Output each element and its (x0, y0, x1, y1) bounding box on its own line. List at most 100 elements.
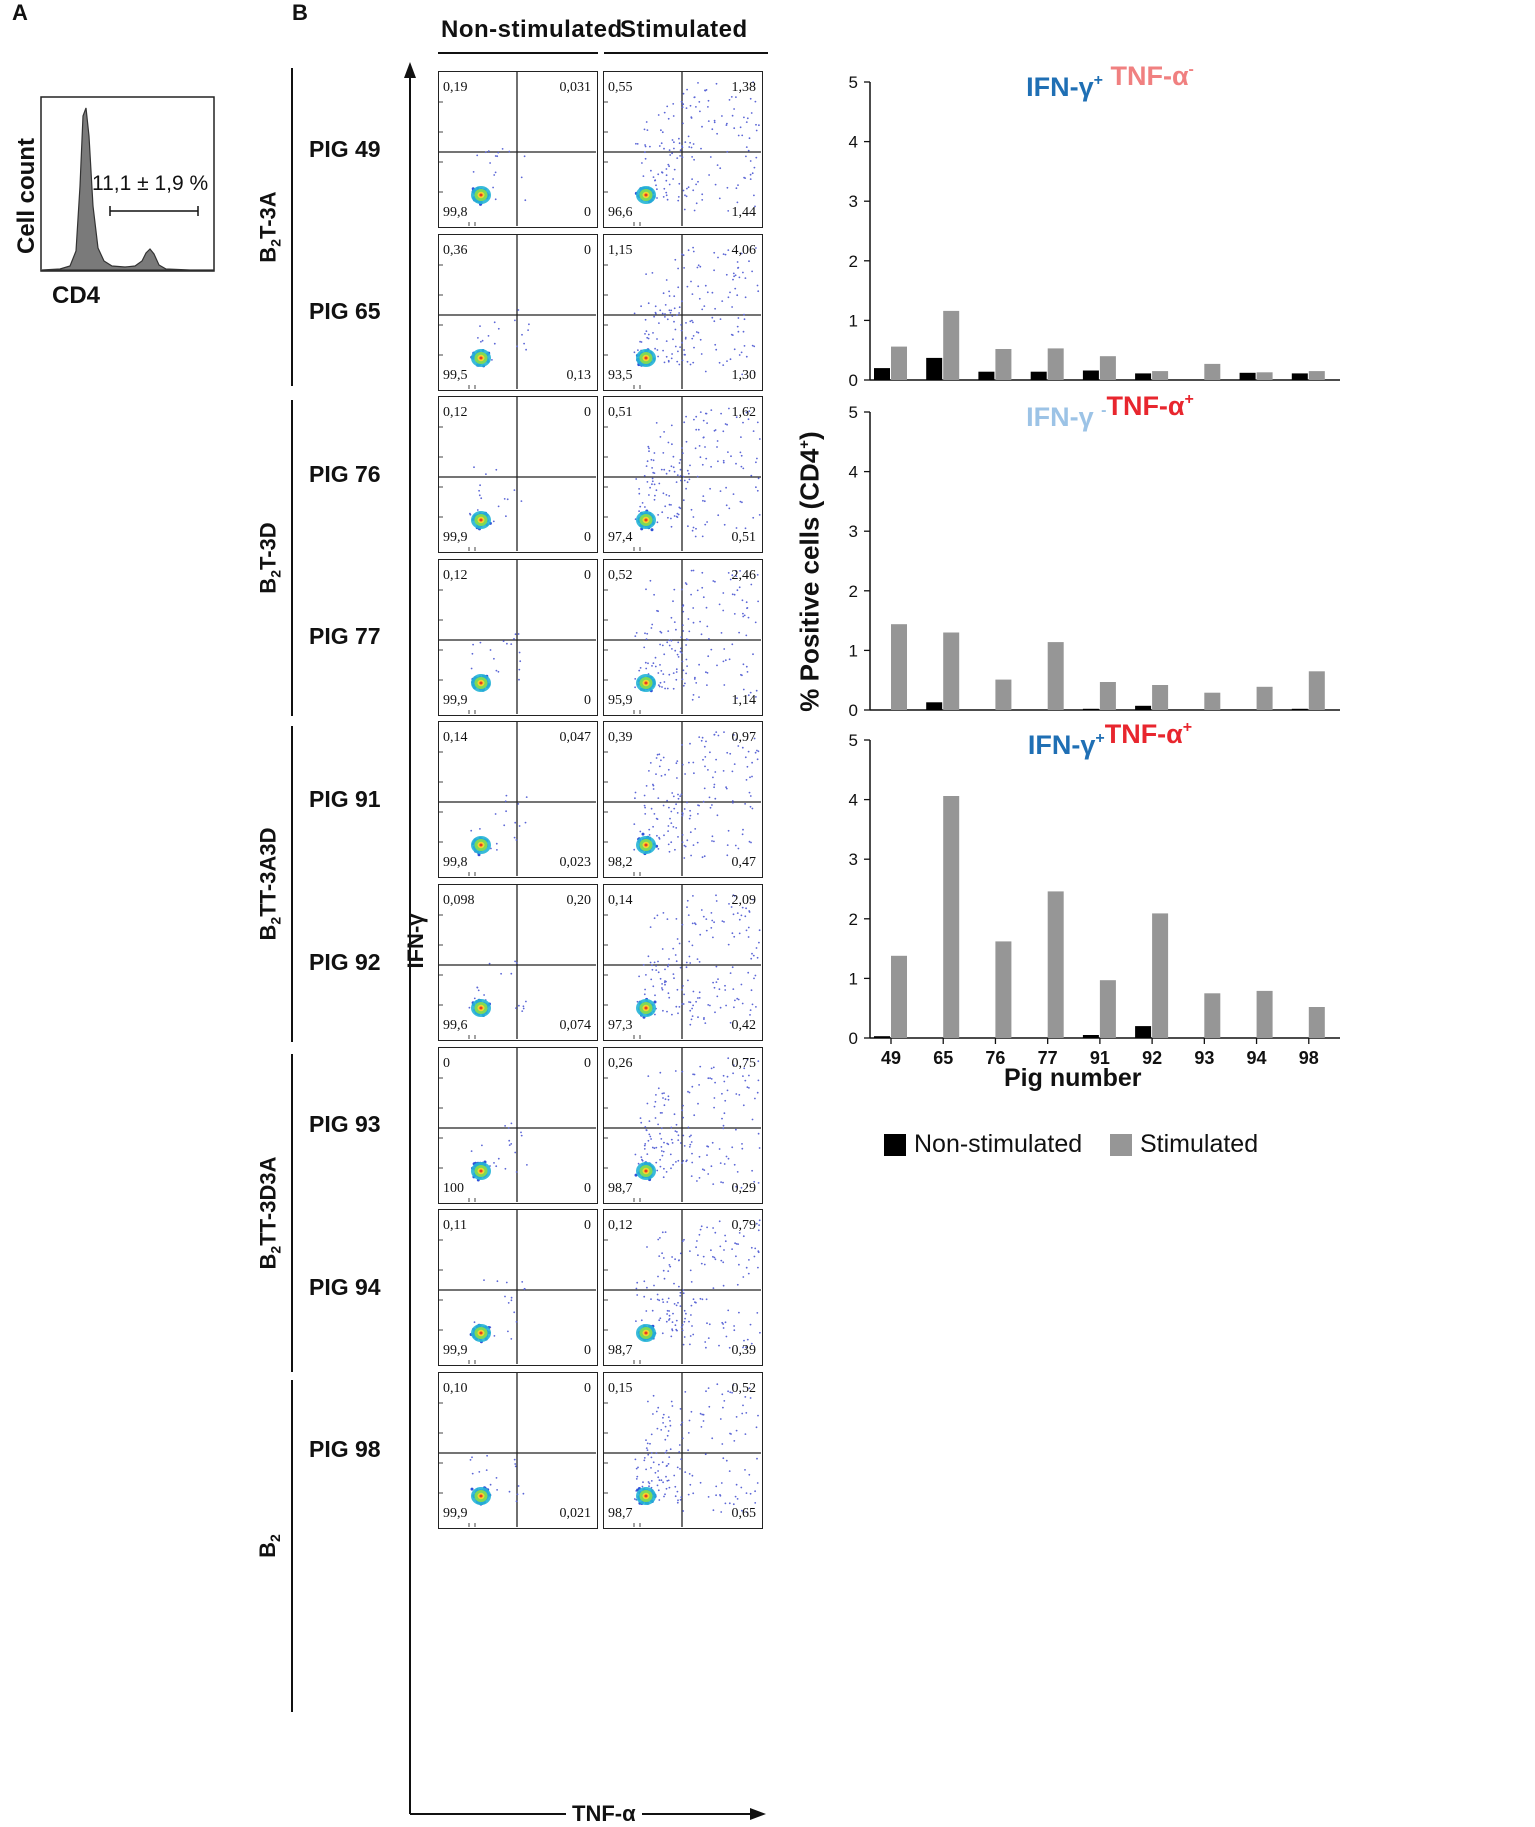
density-core-red (479, 518, 483, 522)
quadrant-lr-value: 0,021 (559, 1505, 592, 1521)
event-dot (657, 1238, 660, 1241)
event-dot (706, 521, 708, 524)
event-dot (752, 653, 754, 655)
event-dot (644, 151, 646, 154)
event-dot (673, 306, 676, 309)
event-dot (755, 947, 758, 949)
event-dot (660, 669, 663, 672)
event-dot (705, 457, 708, 460)
event-dot (657, 1406, 660, 1409)
event-dot (668, 639, 671, 641)
charts-ylabel-sup: + (795, 439, 813, 449)
event-dot (519, 660, 522, 662)
chart-title-part: TNF-α (1105, 719, 1183, 749)
event-dot (650, 1451, 653, 1454)
event-dot (752, 898, 754, 901)
chart-y-tick-label: 3 (849, 850, 858, 869)
event-dot (684, 1470, 687, 1473)
event-dot (665, 1475, 667, 1478)
event-dot (665, 1464, 668, 1467)
event-dot (744, 1468, 746, 1471)
bar-nonstimulated-77 (1030, 371, 1047, 380)
event-dot (473, 1321, 476, 1324)
event-dot (664, 1231, 667, 1234)
event-dot (706, 1322, 708, 1325)
event-dot (710, 1077, 713, 1080)
event-dot (671, 152, 673, 155)
event-dot (731, 643, 734, 645)
event-dot (493, 174, 496, 176)
event-dot (697, 180, 699, 183)
group-label-prefix: B (254, 924, 280, 941)
event-dot (757, 1132, 760, 1135)
event-dot (705, 606, 708, 609)
event-dot (704, 284, 707, 287)
event-dot (690, 280, 692, 282)
event-dot (692, 1004, 694, 1007)
event-dot (649, 145, 651, 148)
event-dot (661, 1111, 663, 1114)
event-dot (634, 797, 636, 800)
event-dot (727, 248, 730, 251)
event-dot (699, 338, 702, 341)
group-b2tt-3d3a-bracket (291, 1054, 293, 1372)
event-dot (714, 771, 717, 774)
event-dot (718, 361, 721, 364)
event-dot (701, 1298, 704, 1301)
event-dot (703, 787, 706, 790)
event-dot (733, 347, 736, 350)
event-dot (712, 1066, 715, 1068)
event-dot (662, 1096, 664, 1099)
event-dot (745, 1346, 747, 1349)
event-dot (713, 734, 716, 736)
chart-x-tick-label: 77 (1038, 1048, 1058, 1068)
event-dot (676, 653, 679, 656)
event-dot (740, 1486, 743, 1489)
event-dot (662, 1175, 665, 1178)
event-dot (655, 184, 657, 187)
event-dot (661, 685, 663, 688)
event-dot (739, 126, 742, 129)
event-dot (725, 124, 728, 126)
event-dot (654, 179, 657, 182)
event-dot (735, 96, 737, 98)
event-dot (468, 1006, 471, 1009)
event-dot (721, 1092, 723, 1095)
column-rule-stimulated (604, 52, 768, 54)
event-dot (665, 1487, 668, 1490)
event-dot (741, 599, 744, 601)
event-dot (661, 1298, 664, 1301)
event-dot (725, 486, 727, 489)
quadrant-ul-value: 0,10 (443, 1380, 468, 1396)
density-core-red (644, 1494, 648, 1498)
event-dot (673, 1303, 676, 1305)
event-dot (670, 810, 673, 813)
event-dot (718, 1220, 721, 1223)
event-dot (666, 641, 669, 643)
event-dot (722, 461, 725, 464)
event-dot (729, 972, 732, 974)
event-dot (699, 411, 702, 414)
event-dot (493, 657, 495, 660)
event-dot (654, 347, 656, 350)
chart-title-sup: + (1183, 719, 1192, 736)
event-dot (680, 647, 682, 650)
event-dot (667, 1415, 670, 1418)
event-dot (732, 272, 735, 274)
quadrant-lr-value: 0,29 (731, 1180, 757, 1196)
event-dot (673, 515, 676, 518)
event-dot (683, 1321, 686, 1323)
event-dot (710, 1249, 712, 1252)
event-dot (687, 472, 690, 475)
event-dot (646, 129, 649, 131)
event-dot (654, 1471, 657, 1474)
event-dot (648, 450, 650, 453)
event-dot (690, 1018, 693, 1021)
event-dot (675, 628, 677, 631)
event-dot (681, 106, 684, 109)
event-dot (689, 743, 691, 745)
event-dot (659, 1158, 661, 1161)
event-dot (494, 171, 497, 174)
event-dot (663, 1141, 665, 1144)
